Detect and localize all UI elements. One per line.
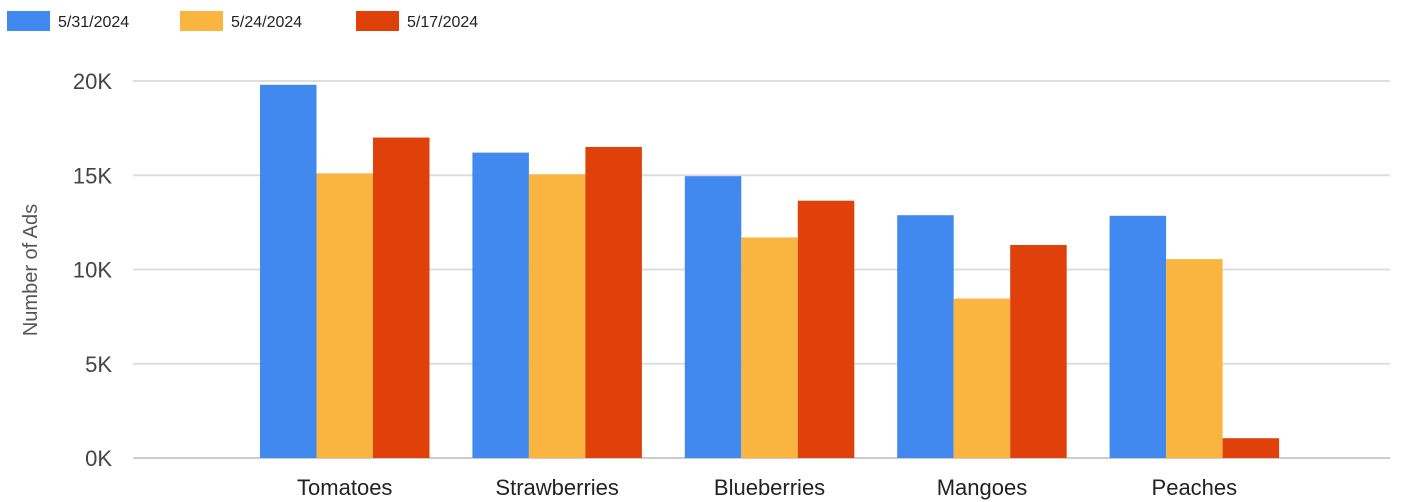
y-axis-title: Number of Ads: [20, 204, 42, 336]
y-axis-tick-labels: 0K 5K 10K 15K 20K: [73, 69, 112, 471]
bar-blueberries-series-2: [741, 237, 798, 458]
bar-strawberries-series-1: [472, 152, 529, 458]
bar-peaches-series-3: [1222, 438, 1280, 458]
x-axis-category-labels: Tomatoes Strawberries Blueberries Mangoes Pe…: [297, 475, 1237, 500]
x-category-label: Blueberries: [714, 475, 825, 500]
bar-peaches-series-2: [1166, 259, 1223, 458]
bar-blueberries-series-3: [797, 200, 855, 458]
legend-label: 5/17/2024: [407, 14, 478, 31]
bar-strawberries-series-2: [528, 174, 586, 458]
y-tick-label: 5K: [85, 352, 112, 377]
y-tick-label: 10K: [73, 258, 112, 283]
y-tick-label: 0K: [85, 446, 112, 471]
bar-tomatoes-series-1: [260, 84, 317, 459]
bars: [260, 84, 1280, 459]
legend-label: 5/31/2024: [58, 14, 129, 31]
bar-mangoes-series-1: [897, 215, 954, 458]
bar-mangoes-series-2: [953, 298, 1011, 458]
legend-swatch: [7, 11, 50, 31]
legend-label: 5/24/2024: [231, 14, 302, 31]
chart-legend: 5/31/2024 5/24/2024 5/17/2024: [7, 11, 478, 31]
legend-swatch: [180, 11, 223, 31]
bar-peaches-series-1: [1109, 215, 1167, 458]
y-tick-label: 20K: [73, 69, 112, 94]
legend-swatch: [356, 11, 399, 31]
x-category-label: Strawberries: [495, 475, 618, 500]
bar-tomatoes-series-3: [373, 137, 430, 459]
y-tick-label: 15K: [73, 163, 112, 188]
bar-mangoes-series-3: [1010, 244, 1067, 458]
x-category-label: Tomatoes: [297, 475, 392, 500]
bar-blueberries-series-1: [684, 176, 742, 458]
x-category-label: Mangoes: [937, 475, 1028, 500]
bar-tomatoes-series-2: [316, 173, 373, 459]
bar-strawberries-series-3: [585, 146, 642, 458]
x-category-label: Peaches: [1152, 475, 1238, 500]
